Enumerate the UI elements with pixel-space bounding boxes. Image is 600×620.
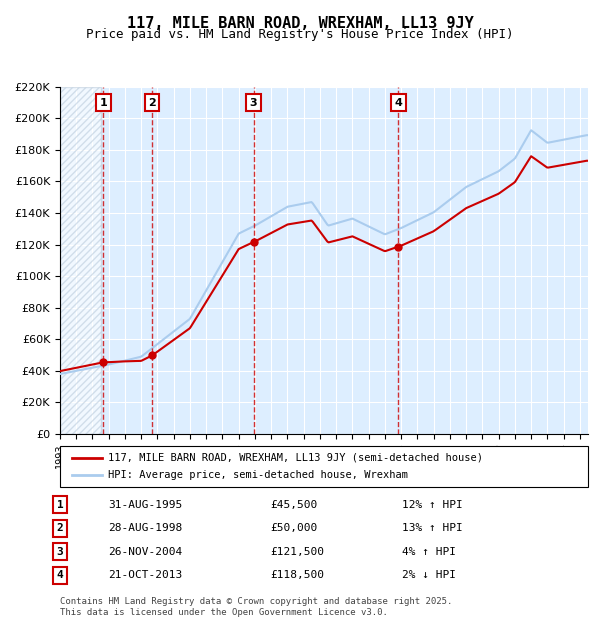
- Bar: [60, 87, 101, 434]
- 117, MILE BARN ROAD, WREXHAM, LL13 9JY (semi-detached house): [527, 153, 535, 160]
- Text: 13% ↑ HPI: 13% ↑ HPI: [402, 523, 463, 533]
- 117, MILE BARN ROAD, WREXHAM, LL13 9JY (semi-detached house): [389, 245, 396, 252]
- Text: 21-OCT-2013: 21-OCT-2013: [108, 570, 182, 580]
- Text: 117, MILE BARN ROAD, WREXHAM, LL13 9JY (semi-detached house): 117, MILE BARN ROAD, WREXHAM, LL13 9JY (…: [108, 453, 483, 463]
- Text: £45,500: £45,500: [270, 500, 317, 510]
- Text: 4: 4: [56, 570, 64, 580]
- HPI: Average price, semi-detached house, Wrexham: (2.02e+03, 1.45e+05): Average price, semi-detached house, Wrex…: [440, 201, 448, 208]
- Line: 117, MILE BARN ROAD, WREXHAM, LL13 9JY (semi-detached house): 117, MILE BARN ROAD, WREXHAM, LL13 9JY (…: [60, 156, 588, 371]
- Text: 3: 3: [250, 97, 257, 108]
- Line: HPI: Average price, semi-detached house, Wrexham: HPI: Average price, semi-detached house,…: [60, 130, 588, 374]
- 117, MILE BARN ROAD, WREXHAM, LL13 9JY (semi-detached house): [229, 256, 236, 264]
- Text: Contains HM Land Registry data © Crown copyright and database right 2025.
This d: Contains HM Land Registry data © Crown c…: [60, 598, 452, 617]
- Text: 2: 2: [56, 523, 64, 533]
- Text: 1: 1: [56, 500, 64, 510]
- 117, MILE BARN ROAD, WREXHAM, LL13 9JY (semi-detached house): [120, 358, 127, 365]
- 117, MILE BARN ROAD, WREXHAM, LL13 9JY (semi-detached house): [584, 157, 592, 164]
- HPI: Average price, semi-detached house, Wrexham: (1.99e+03, 3.8e+04): Average price, semi-detached house, Wrex…: [56, 370, 64, 378]
- Text: Price paid vs. HM Land Registry's House Price Index (HPI): Price paid vs. HM Land Registry's House …: [86, 28, 514, 41]
- Text: £118,500: £118,500: [270, 570, 324, 580]
- HPI: Average price, semi-detached house, Wrexham: (2.01e+03, 1.37e+05): Average price, semi-detached house, Wrex…: [265, 214, 272, 221]
- 117, MILE BARN ROAD, WREXHAM, LL13 9JY (semi-detached house): [437, 222, 445, 229]
- Text: 26-NOV-2004: 26-NOV-2004: [108, 547, 182, 557]
- Text: £121,500: £121,500: [270, 547, 324, 557]
- 117, MILE BARN ROAD, WREXHAM, LL13 9JY (semi-detached house): [56, 368, 64, 375]
- Text: 4% ↑ HPI: 4% ↑ HPI: [402, 547, 456, 557]
- Text: HPI: Average price, semi-detached house, Wrexham: HPI: Average price, semi-detached house,…: [108, 471, 408, 480]
- 117, MILE BARN ROAD, WREXHAM, LL13 9JY (semi-detached house): [440, 220, 448, 228]
- HPI: Average price, semi-detached house, Wrexham: (2.02e+03, 1.92e+05): Average price, semi-detached house, Wrex…: [527, 126, 535, 134]
- 117, MILE BARN ROAD, WREXHAM, LL13 9JY (semi-detached house): [265, 231, 272, 238]
- Text: 2: 2: [148, 97, 156, 108]
- HPI: Average price, semi-detached house, Wrexham: (2.02e+03, 1.44e+05): Average price, semi-detached house, Wrex…: [437, 203, 445, 210]
- Text: 12% ↑ HPI: 12% ↑ HPI: [402, 500, 463, 510]
- Text: £50,000: £50,000: [270, 523, 317, 533]
- HPI: Average price, semi-detached house, Wrexham: (2e+03, 1.2e+05): Average price, semi-detached house, Wrex…: [229, 242, 236, 249]
- HPI: Average price, semi-detached house, Wrexham: (2.01e+03, 1.28e+05): Average price, semi-detached house, Wrex…: [389, 228, 396, 235]
- HPI: Average price, semi-detached house, Wrexham: (2.03e+03, 1.89e+05): Average price, semi-detached house, Wrex…: [584, 131, 592, 139]
- Text: 31-AUG-1995: 31-AUG-1995: [108, 500, 182, 510]
- Text: 117, MILE BARN ROAD, WREXHAM, LL13 9JY: 117, MILE BARN ROAD, WREXHAM, LL13 9JY: [127, 16, 473, 30]
- HPI: Average price, semi-detached house, Wrexham: (2e+03, 4.63e+04): Average price, semi-detached house, Wrex…: [120, 357, 127, 365]
- Text: 1: 1: [100, 97, 107, 108]
- Text: 2% ↓ HPI: 2% ↓ HPI: [402, 570, 456, 580]
- Text: 28-AUG-1998: 28-AUG-1998: [108, 523, 182, 533]
- Text: 3: 3: [56, 547, 64, 557]
- Text: 4: 4: [395, 97, 403, 108]
